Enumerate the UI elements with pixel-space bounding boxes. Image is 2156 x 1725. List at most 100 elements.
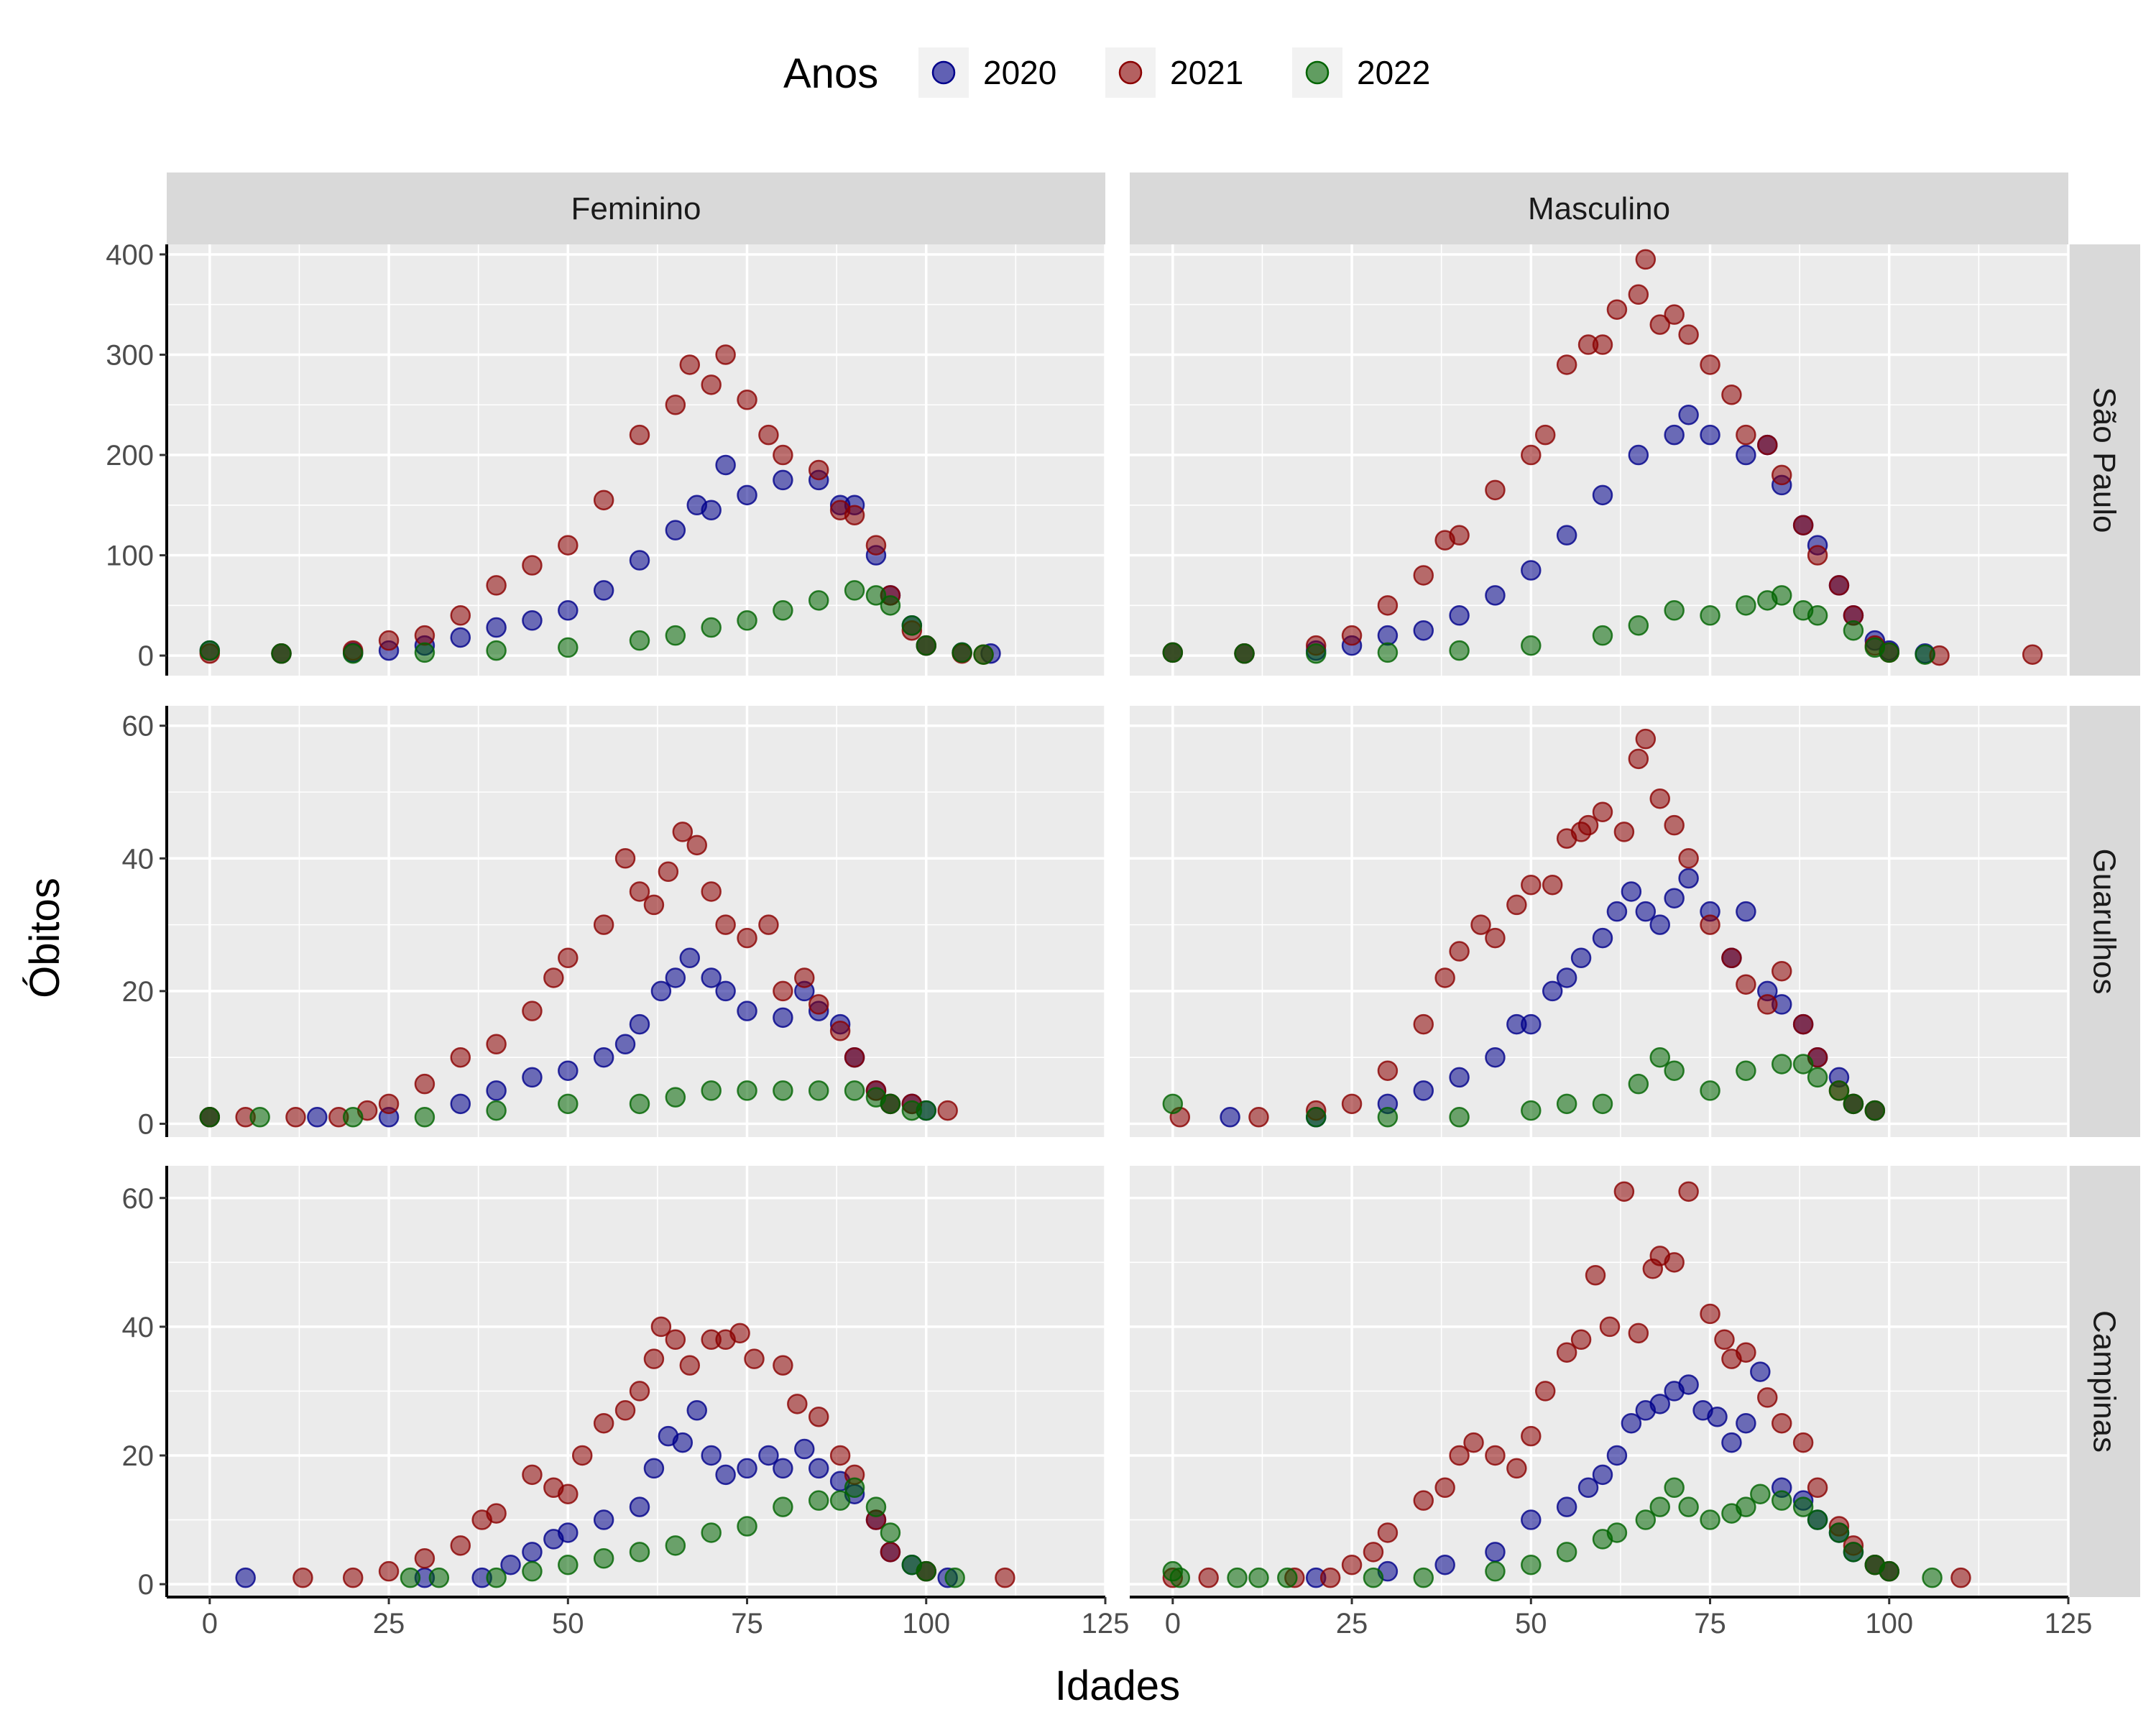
data-point xyxy=(1534,1381,1556,1402)
data-point xyxy=(1757,434,1778,456)
data-point xyxy=(1736,1496,1756,1517)
y-tick-label: 300 xyxy=(106,339,154,371)
data-point xyxy=(758,1445,779,1466)
data-point xyxy=(1922,1567,1943,1588)
data-point xyxy=(1521,874,1542,896)
data-point xyxy=(808,994,829,1015)
data-point xyxy=(1771,464,1792,486)
data-point xyxy=(1736,1342,1756,1363)
series-2022 xyxy=(1162,585,1935,665)
data-point xyxy=(614,1400,636,1421)
strip-guarulhos xyxy=(2068,706,2140,1137)
data-point xyxy=(1413,1013,1434,1035)
panel-guarulhos-feminino xyxy=(167,706,1107,1137)
data-point xyxy=(1843,1542,1864,1563)
data-point xyxy=(1613,822,1635,842)
data-point xyxy=(1485,1445,1506,1466)
data-point xyxy=(1305,1107,1327,1128)
data-point xyxy=(773,1496,793,1517)
data-point xyxy=(593,1046,614,1068)
data-point xyxy=(558,535,579,556)
data-point xyxy=(701,374,722,395)
data-point xyxy=(1771,585,1792,606)
data-point xyxy=(414,1073,436,1095)
data-point xyxy=(679,354,701,375)
data-point xyxy=(1879,642,1900,663)
data-point xyxy=(701,967,722,988)
data-point xyxy=(558,1060,579,1081)
data-point xyxy=(1678,868,1699,889)
data-point xyxy=(1635,1509,1657,1530)
data-point xyxy=(1792,1054,1814,1075)
data-point xyxy=(1664,1477,1685,1499)
data-point xyxy=(1664,600,1685,621)
data-point xyxy=(307,1107,328,1128)
data-point xyxy=(1592,484,1613,506)
data-point xyxy=(1757,994,1778,1015)
data-point xyxy=(1248,1107,1269,1128)
data-point xyxy=(880,1542,901,1563)
data-point xyxy=(1843,1093,1864,1115)
data-point xyxy=(1864,1100,1886,1121)
data-point xyxy=(1341,625,1363,646)
data-point xyxy=(1792,1432,1814,1453)
data-point xyxy=(1664,888,1685,908)
data-point xyxy=(773,1007,793,1029)
y-tick-label: 0 xyxy=(138,1569,154,1601)
data-point xyxy=(1449,525,1470,546)
x-tick-label: 100 xyxy=(902,1608,950,1639)
data-point xyxy=(1162,1093,1184,1115)
x-axis-title: Idades xyxy=(1055,1662,1180,1709)
strip-label-sao-paulo: São Paulo xyxy=(2087,387,2122,533)
data-point xyxy=(808,1407,829,1427)
data-point xyxy=(414,1107,436,1128)
data-point xyxy=(486,1034,507,1055)
data-point xyxy=(522,1000,543,1021)
data-point xyxy=(1700,914,1720,935)
data-point xyxy=(1585,1264,1606,1286)
data-point xyxy=(737,390,757,410)
data-point xyxy=(1828,1522,1850,1543)
data-point xyxy=(1227,1567,1248,1588)
y-tick-label: 400 xyxy=(106,239,154,271)
data-point xyxy=(672,1432,694,1453)
data-point xyxy=(1664,424,1685,446)
data-point xyxy=(1305,643,1327,664)
data-point xyxy=(629,1381,650,1402)
data-point xyxy=(715,344,736,365)
data-point xyxy=(1628,615,1649,636)
data-point xyxy=(271,643,292,664)
strip-label-guarulhos: Guarulhos xyxy=(2087,848,2122,994)
series-2021 xyxy=(1162,249,2043,666)
y-tick-label: 40 xyxy=(122,1312,155,1343)
data-point xyxy=(1628,284,1649,305)
data-point xyxy=(916,1100,937,1121)
data-point xyxy=(1649,788,1670,809)
data-point xyxy=(1606,1445,1628,1466)
panel-background xyxy=(1130,244,2068,676)
x-tick-label: 75 xyxy=(731,1608,763,1639)
data-point xyxy=(1700,424,1720,446)
data-point xyxy=(1700,354,1720,375)
data-point xyxy=(701,1445,722,1466)
data-point xyxy=(901,615,923,636)
data-point xyxy=(1807,605,1828,626)
data-point xyxy=(1485,1542,1506,1563)
data-point xyxy=(1628,444,1649,466)
legend-label-2020: 2020 xyxy=(983,54,1056,91)
data-point xyxy=(1757,1387,1778,1408)
data-point xyxy=(593,914,614,935)
data-point xyxy=(1828,575,1850,596)
data-point xyxy=(1736,1412,1756,1434)
y-tick-label: 60 xyxy=(122,711,155,742)
data-point xyxy=(1807,545,1828,566)
data-point xyxy=(665,1535,686,1556)
data-point xyxy=(1649,914,1670,935)
data-point xyxy=(1750,1484,1771,1504)
x-tick-label: 100 xyxy=(1865,1608,1913,1639)
data-point xyxy=(758,914,779,935)
data-point xyxy=(199,640,221,661)
data-point xyxy=(1449,1107,1470,1128)
data-point xyxy=(1807,1509,1828,1530)
data-point xyxy=(1341,1554,1363,1576)
